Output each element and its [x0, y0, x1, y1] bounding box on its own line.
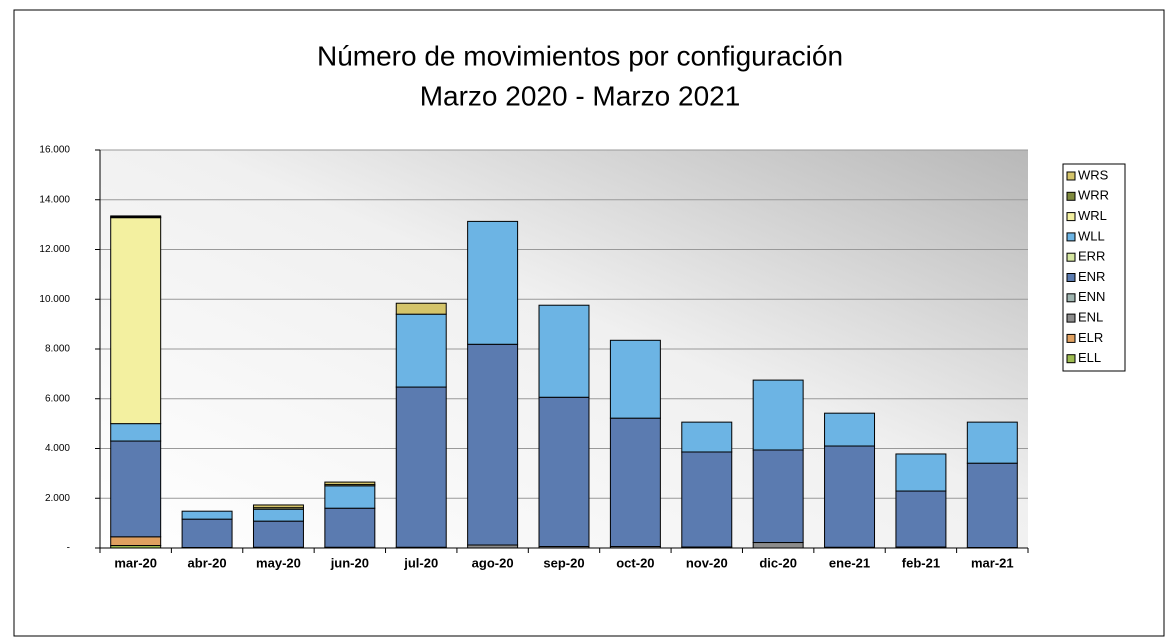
- x-tick-label: ago-20: [472, 555, 514, 570]
- y-tick-label: 16.000: [39, 145, 70, 156]
- bar-segment: [681, 451, 733, 548]
- bar-segment: [824, 412, 876, 447]
- legend-swatch: [1066, 252, 1076, 262]
- bar-segment: [752, 379, 804, 451]
- bar-segment: [538, 396, 590, 548]
- legend-swatch: [1066, 313, 1076, 323]
- bar-segment: [252, 520, 304, 548]
- y-tick-label: -: [67, 543, 70, 554]
- bar-segment: [966, 421, 1018, 464]
- bar-segment: [752, 542, 804, 549]
- bar-segment: [110, 536, 162, 547]
- bar-segment: [538, 304, 590, 398]
- x-tick-label: mar-21: [971, 555, 1014, 570]
- legend-label: WRL: [1078, 208, 1107, 223]
- bar-segment: [395, 313, 447, 388]
- bar-segment: [681, 421, 733, 453]
- bar-segment: [895, 453, 947, 492]
- legend-swatch: [1066, 333, 1076, 343]
- bar-segment: [252, 504, 304, 509]
- bar-segment: [110, 423, 162, 442]
- y-tick-label: 6.000: [45, 393, 70, 404]
- y-tick-label: 10.000: [39, 294, 70, 305]
- y-tick-label: 4.000: [45, 443, 70, 454]
- y-tick-label: 2.000: [45, 493, 70, 504]
- legend-swatch: [1066, 191, 1076, 201]
- x-tick-label: jun-20: [330, 555, 369, 570]
- legend-swatch: [1066, 354, 1076, 364]
- legend-label: ELR: [1078, 330, 1103, 345]
- legend-swatch: [1066, 273, 1076, 282]
- chart-subtitle: Marzo 2020 - Marzo 2021: [420, 80, 741, 111]
- bar-segment: [467, 220, 519, 345]
- legend-label: ENR: [1078, 269, 1105, 284]
- y-tick-label: 12.000: [39, 244, 70, 255]
- x-tick-label: mar-20: [114, 555, 157, 570]
- x-tick-label: jul-20: [403, 555, 438, 570]
- bar-segment: [966, 462, 1018, 549]
- bar-segment: [252, 508, 304, 522]
- legend-label: WRS: [1078, 167, 1109, 182]
- x-tick-label: nov-20: [686, 555, 728, 570]
- bar-segment: [110, 215, 162, 218]
- x-tick-label: feb-21: [902, 555, 940, 570]
- legend-swatch: [1066, 212, 1076, 222]
- bar-segment: [395, 386, 447, 548]
- bar-segment: [395, 302, 447, 315]
- legend-label: WRR: [1078, 188, 1109, 203]
- legend-label: ENL: [1078, 310, 1103, 325]
- bar-segment: [609, 417, 661, 548]
- legend-label: ELL: [1078, 350, 1101, 365]
- bar-segment: [467, 343, 519, 546]
- y-tick-label: 14.000: [39, 194, 70, 205]
- legend-label: ERR: [1078, 249, 1105, 264]
- x-tick-label: abr-20: [188, 555, 227, 570]
- legend-label: WLL: [1078, 228, 1105, 243]
- bar-segment: [752, 449, 804, 544]
- bar-segment: [110, 440, 162, 538]
- bar-segment: [181, 518, 233, 549]
- x-tick-label: dic-20: [759, 555, 797, 570]
- legend-label: ENN: [1078, 289, 1105, 304]
- x-tick-label: ene-21: [829, 555, 870, 570]
- bar-segment: [324, 507, 376, 548]
- bar-segment: [824, 445, 876, 548]
- x-tick-label: oct-20: [616, 555, 654, 570]
- bar-segment: [895, 490, 947, 548]
- bar-segment: [110, 217, 162, 425]
- bar-segment: [324, 485, 376, 509]
- bar-segment: [609, 339, 661, 419]
- bar-segment: [181, 510, 233, 520]
- legend-swatch: [1066, 293, 1076, 303]
- chart-title: Número de movimientos por configuración: [317, 40, 843, 71]
- y-tick-label: 8.000: [45, 344, 70, 355]
- legend-swatch: [1066, 171, 1076, 181]
- legend-swatch: [1066, 232, 1076, 242]
- bar-segment: [324, 481, 376, 486]
- x-tick-label: may-20: [256, 555, 301, 570]
- x-tick-label: sep-20: [543, 555, 584, 570]
